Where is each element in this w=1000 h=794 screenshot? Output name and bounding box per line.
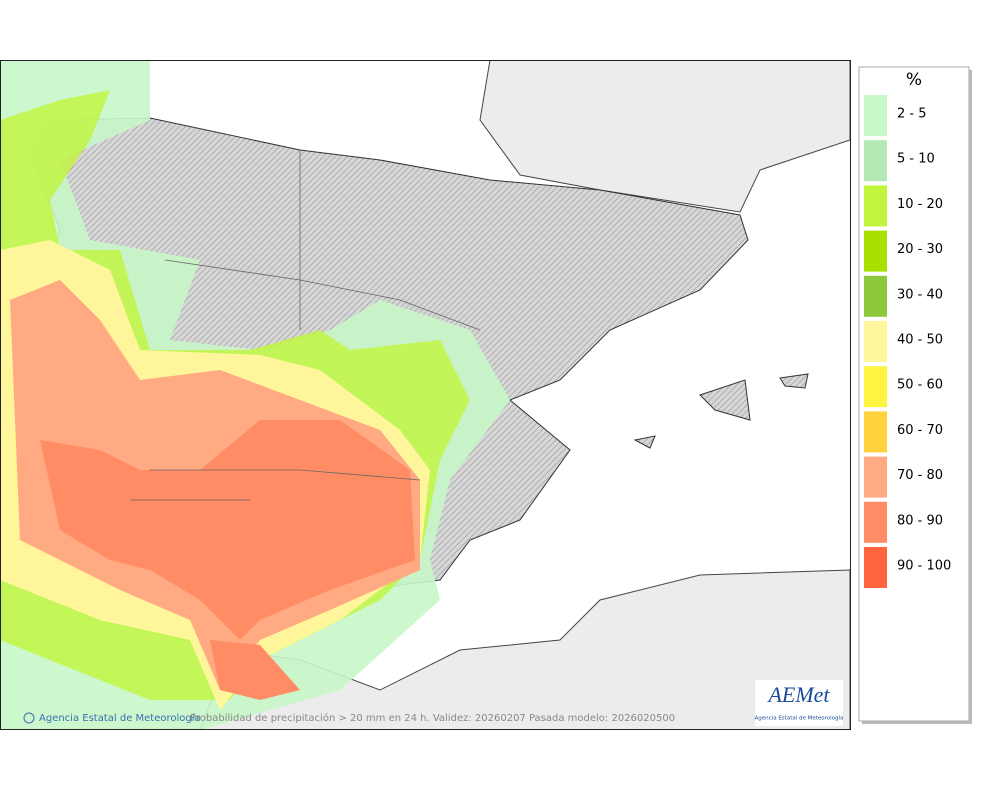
legend-swatch [864,321,887,362]
legend-swatch [864,140,887,182]
legend-swatch [864,456,887,498]
map-frame [0,60,851,730]
copyright-icon [23,712,35,724]
legend-swatch [864,411,887,453]
africa [199,569,850,730]
legend-swatch [864,95,887,136]
legend-swatch [864,366,887,408]
legend-title: % [906,70,922,90]
legend-swatch [864,547,887,588]
balearic-islands [633,373,809,449]
logo-subtitle: Agencia Estatal de Meteorología [755,715,844,722]
legend-swatch [864,275,887,317]
legend-label: 90 - 100 [897,559,951,574]
zone-80-90 [40,420,415,640]
legend-label: 2 - 5 [897,107,927,122]
legend-label: 5 - 10 [897,152,935,167]
france [479,60,850,213]
zone-strait [210,640,300,700]
caption: Probabilidad de precipitación > 20 mm en… [190,712,675,724]
legend-label: 20 - 30 [897,242,943,257]
legend-swatch [864,501,887,543]
logo-box [755,680,843,726]
legend-label: 30 - 40 [897,287,943,302]
borders [130,150,481,501]
logo-name: AEMet [766,682,830,707]
legend-swatch [864,185,887,227]
legend-label: 60 - 70 [897,423,943,438]
legend-label: 40 - 50 [897,333,943,348]
legend-swatch [864,230,887,272]
legend-label: 50 - 60 [897,378,943,393]
legend-label: 70 - 80 [897,468,943,483]
legend: 2 - 5 5 - 10 10 - 20 20 - 30 30 - 40 40 - 50 5… [864,95,951,588]
map: AEMet Agencia Estatal de Meteorología Ag… [0,60,850,730]
legend-label: 80 - 90 [897,513,943,528]
credit: Agencia Estatal de Meteorología [39,712,201,724]
legend-label: 10 - 20 [897,197,943,212]
